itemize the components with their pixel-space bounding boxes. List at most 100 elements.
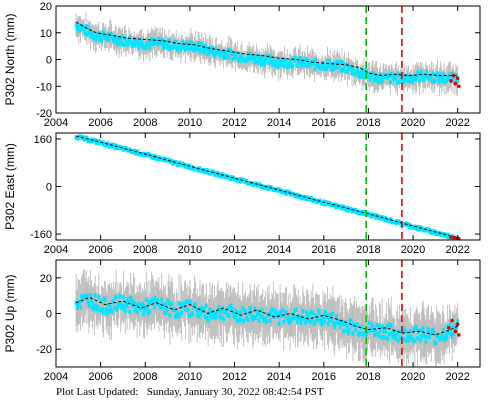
- observed-point: [283, 313, 287, 318]
- observed-point: [84, 24, 88, 29]
- observed-point: [240, 53, 244, 59]
- observed-point: [140, 305, 144, 311]
- observed-point: [212, 314, 216, 320]
- observed-point: [139, 302, 143, 308]
- observed-point: [170, 301, 174, 307]
- observed-point: [361, 73, 365, 78]
- observed-point: [264, 316, 267, 322]
- observed-point: [205, 315, 209, 321]
- x-tick-label: 2022: [445, 117, 469, 129]
- observed-point: [299, 320, 303, 326]
- observed-point: [274, 63, 277, 68]
- observed-point: [339, 68, 343, 73]
- observed-point: [338, 59, 342, 65]
- observed-point: [373, 76, 377, 82]
- observed-point: [251, 317, 255, 322]
- observed-point: [242, 319, 246, 324]
- observed-point: [396, 330, 399, 335]
- observed-point: [214, 46, 218, 52]
- observed-point: [122, 42, 125, 47]
- observed-point: [254, 315, 257, 321]
- observed-point: [256, 60, 260, 65]
- observed-point: [121, 305, 124, 311]
- observed-point: [199, 49, 203, 54]
- observed-point: [178, 312, 182, 317]
- observed-point: [428, 334, 431, 339]
- observed-point: [166, 43, 170, 49]
- observed-point: [153, 305, 156, 310]
- observed-point: [425, 69, 429, 74]
- y-axis-label: P302 North (mm): [3, 13, 17, 105]
- observed-point: [271, 62, 275, 67]
- observed-point: [451, 325, 455, 330]
- observed-point: [331, 311, 335, 317]
- observed-point: [292, 311, 296, 316]
- x-tick-label: 2006: [88, 117, 112, 129]
- observed-point: [449, 331, 453, 337]
- observed-point: [99, 307, 103, 313]
- observed-point: [179, 302, 183, 307]
- y-tick-label: 0: [46, 55, 52, 67]
- observed-point: [380, 324, 384, 329]
- y-tick-label: 20: [40, 1, 52, 13]
- observed-point: [217, 50, 221, 55]
- observed-point: [100, 38, 103, 43]
- observed-point: [353, 72, 357, 77]
- observed-point: [371, 325, 375, 330]
- observed-point: [119, 36, 123, 41]
- observed-point: [401, 326, 405, 332]
- observed-point: [344, 69, 348, 74]
- observed-point: [371, 71, 375, 76]
- observed-point: [379, 335, 383, 340]
- observed-point: [438, 337, 442, 342]
- observed-point: [92, 306, 96, 312]
- observed-point: [375, 323, 379, 328]
- observed-point: [180, 44, 184, 49]
- observed-point: [393, 332, 397, 337]
- x-tick-label: 2016: [312, 244, 336, 256]
- x-tick-label: 2020: [401, 244, 425, 256]
- observed-point: [145, 306, 149, 311]
- observed-point: [220, 315, 224, 320]
- x-tick-label: 2012: [222, 117, 246, 129]
- y-tick-label: -20: [36, 108, 52, 120]
- x-tick-label: 2014: [267, 117, 291, 129]
- model-trend-line: [75, 21, 458, 77]
- observed-point: [110, 309, 114, 314]
- observed-point: [148, 309, 152, 314]
- recent-point: [451, 73, 456, 78]
- observed-point: [262, 58, 266, 63]
- observed-point: [76, 302, 80, 308]
- observed-point: [117, 41, 121, 46]
- observed-point: [351, 331, 355, 336]
- x-tick-label: 2016: [312, 117, 336, 129]
- observed-point: [123, 308, 127, 314]
- observed-point: [92, 33, 96, 39]
- observed-point: [136, 40, 140, 45]
- observed-point: [91, 305, 94, 311]
- observed-point: [343, 63, 347, 68]
- observed-point: [322, 313, 326, 318]
- observed-point: [120, 41, 124, 46]
- observed-point: [186, 45, 190, 50]
- observed-point: [204, 44, 207, 49]
- observed-point: [88, 28, 92, 33]
- observed-point: [237, 317, 241, 323]
- observed-point: [441, 78, 445, 84]
- plot-area: [74, 260, 461, 367]
- observed-point: [351, 66, 355, 71]
- observed-point: [157, 302, 161, 307]
- observed-point: [273, 314, 277, 319]
- observed-point: [240, 317, 244, 323]
- observed-point: [199, 311, 203, 316]
- observed-point: [445, 336, 449, 341]
- y-tick-label: -160: [30, 229, 52, 241]
- observed-point: [80, 294, 83, 299]
- observed-point: [173, 40, 176, 45]
- x-tick-label: 2006: [88, 371, 112, 383]
- observed-point: [195, 313, 199, 318]
- observed-point: [249, 311, 253, 316]
- observed-point: [272, 308, 276, 313]
- observed-point: [109, 305, 113, 310]
